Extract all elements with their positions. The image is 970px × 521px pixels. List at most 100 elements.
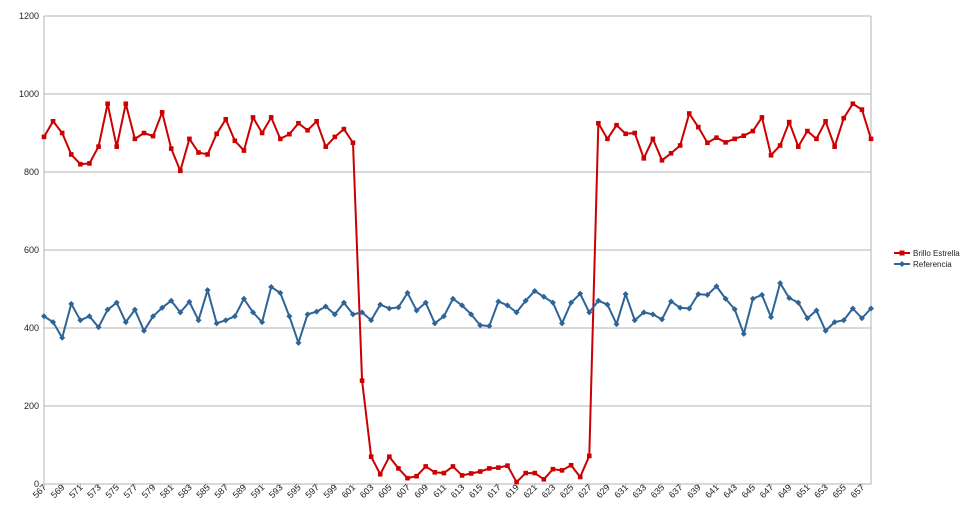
series-1-point: [214, 131, 219, 137]
x-tick-label: 637: [667, 482, 685, 500]
series-2-point: [768, 314, 775, 321]
series-2-point: [404, 289, 411, 296]
x-tick-label: 623: [540, 482, 558, 500]
series-2-point: [840, 317, 847, 324]
x-tick-label: 579: [140, 482, 158, 500]
x-tick-label: 629: [594, 482, 612, 500]
y-tick-label: 800: [24, 167, 39, 177]
x-tick-label: 601: [340, 482, 358, 500]
series-2-point: [504, 302, 511, 309]
series-2-point: [486, 323, 493, 330]
legend-label: Referencia: [913, 260, 952, 269]
series-1-point: [41, 134, 47, 140]
series-2-point: [349, 311, 356, 318]
series-2-point: [195, 317, 202, 324]
series-1-point: [423, 464, 428, 469]
series-1-point: [114, 144, 120, 149]
series-1-point: [650, 136, 656, 142]
series-1-point: [50, 119, 56, 124]
y-tick-label: 600: [24, 245, 39, 255]
series-1-point: [205, 152, 210, 157]
x-tick-label: 651: [794, 482, 812, 500]
series-1-point: [123, 101, 129, 107]
series-1-point: [514, 479, 519, 485]
series-1-point: [387, 454, 392, 459]
series-2-point: [50, 319, 57, 326]
series-1-point: [296, 120, 301, 126]
series-1-point: [150, 133, 156, 139]
y-tick-label: 1200: [19, 11, 39, 21]
series-1-point: [277, 136, 283, 142]
x-tick-label: 617: [485, 482, 503, 500]
series-2-point: [104, 306, 111, 313]
series-1-point: [68, 152, 74, 157]
series-2-point: [513, 309, 520, 316]
series-2-point: [386, 305, 393, 312]
series-1-point: [59, 130, 65, 136]
series-1-point: [350, 140, 356, 146]
legend-marker: [899, 261, 905, 267]
series-1-point: [196, 150, 201, 155]
series-2-point: [340, 299, 347, 306]
series-1-point: [559, 468, 565, 473]
series-1-point: [396, 466, 401, 471]
series-1-point: [523, 470, 528, 476]
series-1-point: [178, 168, 183, 174]
x-tick-label: 653: [812, 482, 830, 500]
x-tick-label: 603: [358, 482, 376, 500]
x-tick-label: 609: [412, 482, 430, 500]
series-1-point: [614, 122, 619, 128]
series-1-point: [795, 144, 801, 149]
series-1-point: [677, 143, 683, 148]
x-tick-label: 591: [249, 482, 267, 500]
series-2-point: [159, 304, 166, 311]
x-tick-label: 621: [521, 482, 539, 500]
series-2-point: [113, 299, 120, 306]
series-1-point: [841, 115, 847, 121]
series-1-point: [759, 115, 765, 120]
series-2-point: [68, 300, 75, 307]
series-2-point: [250, 309, 257, 316]
series-2-point: [77, 317, 84, 324]
x-tick-label: 573: [85, 482, 103, 500]
series-1-point: [359, 378, 365, 383]
series-2-point: [549, 299, 556, 306]
x-tick-label: 587: [212, 482, 230, 500]
series-1-point: [468, 471, 474, 476]
series-2-point: [640, 309, 647, 316]
series-2-point: [831, 319, 838, 326]
series-2-point: [86, 313, 93, 320]
series-2-point: [186, 298, 193, 305]
series-2-point: [240, 295, 247, 302]
series-1-point: [568, 462, 574, 468]
y-tick-label: 0: [34, 479, 39, 489]
series-2-point: [468, 311, 475, 318]
x-tick-label: 595: [285, 482, 303, 500]
series-2-point: [495, 298, 502, 305]
series-1-point: [250, 115, 256, 120]
series-2-point: [595, 297, 602, 304]
series-2-point: [868, 305, 874, 312]
x-tick-label: 655: [830, 482, 848, 500]
series-2-point: [613, 321, 620, 328]
series-1-point: [132, 136, 138, 142]
series-1-point: [777, 143, 783, 148]
x-tick-label: 569: [49, 482, 67, 500]
series-2-point: [631, 317, 638, 324]
x-tick-label: 577: [122, 482, 140, 500]
x-tick-label: 615: [467, 482, 485, 500]
series-1-point: [441, 470, 447, 476]
series-1-point: [686, 111, 692, 116]
x-tick-label: 645: [740, 482, 758, 500]
series-1-point: [78, 161, 83, 167]
series-1-point: [577, 474, 583, 480]
series-2-point: [540, 293, 547, 300]
x-tick-label: 607: [394, 482, 412, 500]
x-tick-label: 611: [431, 482, 448, 499]
series-1-point: [368, 454, 374, 459]
x-tick-label: 639: [685, 482, 703, 500]
series-2-point: [459, 302, 466, 309]
series-1-point: [732, 136, 737, 142]
series-1-point: [641, 156, 647, 161]
